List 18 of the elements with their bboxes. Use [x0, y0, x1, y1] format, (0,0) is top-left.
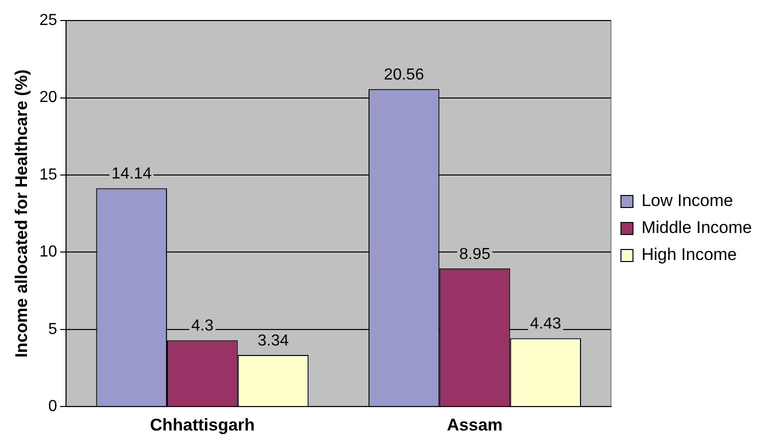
- y-tick-label: 20: [39, 89, 58, 106]
- data-label: 3.34: [258, 332, 289, 350]
- legend-label: Low Income: [641, 191, 734, 210]
- y-tick-label: 15: [39, 166, 58, 184]
- data-label: 20.56: [384, 66, 424, 84]
- data-label: 14.14: [112, 166, 152, 183]
- data-label: 8.95: [459, 246, 490, 263]
- y-tick-label: 10: [39, 244, 58, 261]
- legend-label: Middle Income: [641, 218, 752, 238]
- y-tick-label: 25: [39, 12, 58, 30]
- y-tick-label: 5: [48, 320, 58, 338]
- x-tick-label: Assam: [446, 415, 503, 434]
- legend-label: High Income: [641, 245, 737, 264]
- x-tick-label: Chhattisgarh: [150, 415, 255, 434]
- y-axis-title: Income allocated for Healthcare (%): [12, 70, 31, 358]
- y-tick-label: 0: [48, 398, 58, 416]
- data-label: 4.3: [191, 318, 214, 335]
- data-label: 4.43: [530, 316, 562, 333]
